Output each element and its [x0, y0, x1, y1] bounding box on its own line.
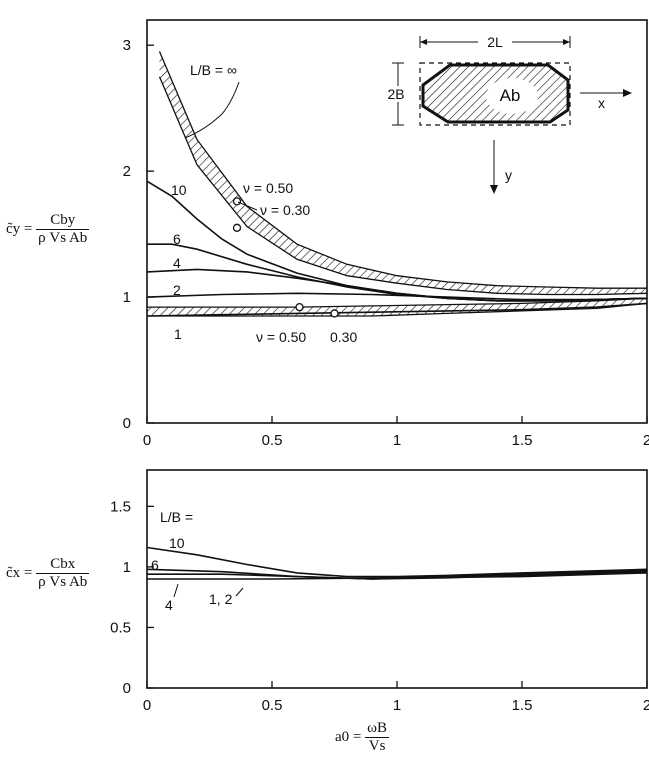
inset-area-label: Ab	[500, 86, 521, 105]
upper-y-tick-label: 0	[123, 415, 131, 432]
nu-030-upper-leader	[237, 201, 258, 211]
data-marker-0	[232, 197, 242, 206]
lower-series-line-6	[146, 568, 648, 580]
lower-series-lines	[146, 546, 648, 580]
upper-x-tick-label: 2	[643, 432, 649, 449]
band-lower-edge-1	[147, 302, 648, 317]
data-marker-1	[232, 223, 242, 232]
upper-y-tick-label: 3	[123, 37, 131, 54]
band-fill-1	[147, 298, 647, 316]
lower-curve-label-1-2: 1, 2	[209, 591, 233, 607]
upper-hatched-bands	[147, 51, 648, 317]
inset-y-label: y	[505, 167, 512, 183]
upper-chart-panel: 0 0.5 1 1.5 2 0 1 2 3 L/B = ∞ 10 6 4 2 1 ν = 0.5…	[123, 19, 649, 449]
upper-y-axis-label: c̃y = Cby ρ Vs Ab	[6, 212, 90, 247]
lower-y-tick-label: 0.5	[110, 619, 131, 636]
lower-x-tick-label: 1	[393, 697, 401, 714]
data-marker-3	[330, 309, 339, 318]
lower-chart-panel: 0 0.5 1 1.5 2 0 0.5 1 1.5 L/B = 10 6 4 1, 2	[110, 469, 649, 714]
upper-x-tick-label: 0.5	[262, 432, 283, 449]
upper-x-tick-label: 0	[143, 432, 151, 449]
cross-section-inset: 2L 2B Ab x y	[380, 34, 632, 194]
inset-area-label-bg	[486, 78, 538, 114]
lower-x-tick-label: 2	[643, 697, 649, 714]
nu-030-upper-label: ν = 0.30	[260, 202, 310, 218]
upper-y-label-numerator: Cby	[36, 212, 90, 230]
lower-y-label-numerator: Cbx	[36, 556, 90, 574]
lb-infinity-label: L/B = ∞	[190, 62, 237, 78]
lower-curve-label-10: 10	[169, 535, 185, 551]
upper-data-markers	[232, 197, 339, 318]
curve-label-6: 6	[173, 231, 181, 247]
upper-series-line-1	[146, 302, 648, 317]
upper-y-tick-label: 1	[123, 289, 131, 306]
lower-x-tick-label: 0.5	[262, 697, 283, 714]
band-lower-edge-0	[158, 76, 648, 296]
inset-bounding-box	[419, 62, 571, 126]
inset-x-label: x	[598, 95, 605, 111]
x-axis-label: a0 = ωB Vs	[335, 720, 390, 755]
curve-label-4: 4	[173, 255, 181, 271]
lower-y-tick-label: 1	[123, 559, 131, 576]
upper-series-line-10	[146, 180, 648, 302]
inset-x-arrowhead	[623, 89, 632, 97]
upper-y-label-fraction: Cby ρ Vs Ab	[36, 212, 90, 247]
lower-x-tick-label: 0	[143, 697, 151, 714]
upper-x-tick-label: 1.5	[512, 432, 533, 449]
curve-label-2: 2	[173, 282, 181, 298]
x-label-lhs: a0 =	[335, 728, 362, 745]
lower-y-axis-label: c̃x = Cbx ρ Vs Ab	[6, 556, 90, 591]
inset-width-label-bg	[478, 34, 512, 50]
x-label-fraction: ωB Vs	[365, 720, 390, 755]
lower-y-tick-label: 0	[123, 680, 131, 697]
x-label-numerator: ωB	[365, 720, 390, 738]
upper-x-tick-label: 1	[393, 432, 401, 449]
lower-series-line-10	[146, 546, 648, 578]
lower-y-label-denominator: ρ Vs Ab	[38, 574, 88, 590]
data-marker-2	[295, 302, 304, 312]
band-upper-edge-1	[147, 297, 648, 308]
upper-y-tick-label: 2	[123, 163, 131, 180]
curve-label-10: 10	[171, 182, 187, 198]
nu-050-lower-label: ν = 0.50	[256, 329, 306, 345]
nu-030-lower-label: 0.30	[330, 329, 357, 345]
lower-axis-ticks: 0 0.5 1 1.5 2 0 0.5 1 1.5	[110, 498, 649, 714]
lower-curve-label-4: 4	[165, 597, 173, 613]
lower-leader-4	[173, 583, 179, 598]
curve-label-1: 1	[174, 326, 182, 342]
lower-lb-label: L/B =	[160, 509, 193, 525]
upper-plot-frame	[146, 19, 648, 424]
inset-width-label: 2L	[487, 34, 503, 50]
band-upper-edge-0	[158, 51, 647, 289]
lb-infinity-leader	[184, 81, 240, 139]
band-fill-0	[159, 51, 647, 295]
lower-y-label-fraction: Cbx ρ Vs Ab	[36, 556, 90, 591]
upper-y-label-denominator: ρ Vs Ab	[38, 230, 88, 246]
lower-y-tick-label: 1.5	[110, 498, 131, 515]
x-label-denominator: Vs	[368, 738, 386, 754]
lower-leader-1-2	[235, 587, 244, 597]
inset-height-label-bg	[380, 86, 410, 102]
nu-050-upper-label: ν = 0.50	[243, 180, 293, 196]
lower-curve-label-6: 6	[151, 557, 159, 573]
upper-y-label-lhs: c̃y =	[6, 220, 33, 237]
lower-y-label-lhs: c̃x =	[6, 564, 33, 581]
upper-series-lines	[146, 180, 648, 317]
inset-y-arrowhead	[490, 185, 498, 194]
inset-height-label: 2B	[387, 86, 404, 102]
lower-x-tick-label: 1.5	[512, 697, 533, 714]
